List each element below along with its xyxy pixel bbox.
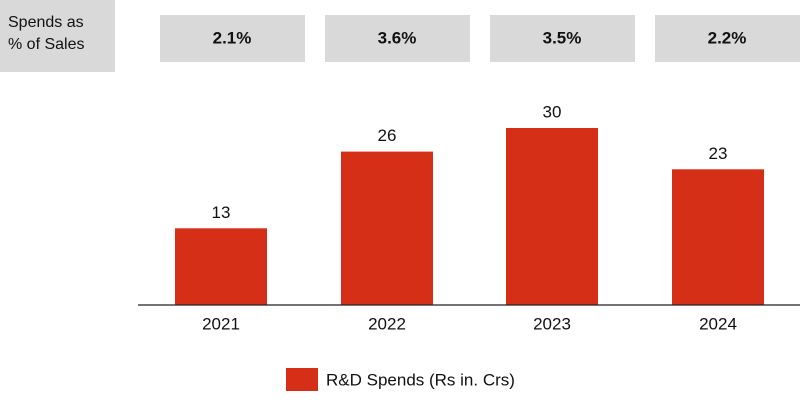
percent-label: 2.1%	[213, 28, 252, 47]
row-label-box: Spends as % of Sales	[0, 0, 115, 72]
legend-swatch	[286, 368, 318, 391]
data-label: 13	[212, 203, 231, 222]
percent-label: 3.6%	[378, 28, 417, 47]
bar	[175, 228, 267, 305]
bar	[672, 169, 764, 305]
percent-box	[490, 15, 635, 62]
x-tick-label: 2024	[699, 314, 737, 333]
percent-box	[160, 15, 305, 62]
percent-label: 3.5%	[543, 28, 582, 47]
bar	[506, 128, 598, 305]
percent-box	[325, 15, 470, 62]
data-label: 23	[709, 144, 728, 163]
percent-label: 2.2%	[708, 28, 747, 47]
legend-label: R&D Spends (Rs in. Crs)	[326, 370, 515, 389]
bar	[341, 151, 433, 305]
percent-box	[655, 15, 800, 62]
x-tick-label: 2023	[533, 314, 571, 333]
x-tick-label: 2022	[368, 314, 406, 333]
data-label: 26	[378, 126, 397, 145]
data-label: 30	[543, 102, 562, 121]
row-label: Spends as % of Sales	[8, 14, 85, 53]
x-tick-label: 2021	[202, 314, 240, 333]
